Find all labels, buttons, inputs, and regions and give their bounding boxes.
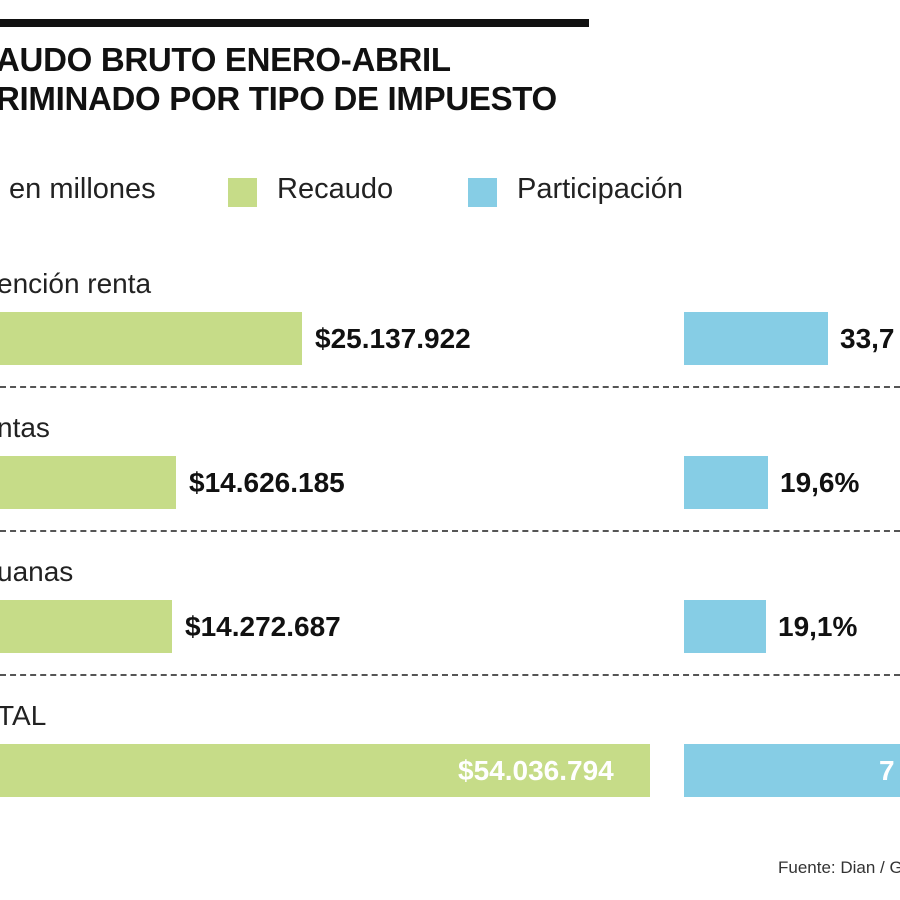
legend-label-recaudo: Recaudo xyxy=(277,173,394,205)
legend-label-participacion: Participación xyxy=(517,173,684,205)
category-label-0: ención renta xyxy=(0,268,152,299)
bar-recaudo-3 xyxy=(0,744,650,797)
legend-swatch-recaudo xyxy=(228,178,257,207)
source-note: Fuente: Dian / G xyxy=(778,858,900,877)
row-divider-2 xyxy=(0,674,900,676)
legend-unit: en millones xyxy=(9,173,156,205)
bar-participacion-2 xyxy=(684,600,766,653)
chart-title-line-1: AUDO BRUTO ENERO-ABRIL xyxy=(0,41,451,78)
bar-recaudo-0 xyxy=(0,312,302,365)
row-divider-0 xyxy=(0,386,900,388)
chart-title-line-2: RIMINADO POR TIPO DE IMPUESTO xyxy=(0,80,557,117)
bar-participacion-1 xyxy=(684,456,768,509)
value-label-recaudo-0: $25.137.922 xyxy=(315,323,471,354)
legend-swatch-participacion xyxy=(468,178,497,207)
value-label-participacion-2: 19,1% xyxy=(778,611,858,642)
bar-recaudo-2 xyxy=(0,600,172,653)
value-label-recaudo-3: $54.036.794 xyxy=(458,755,614,786)
bar-participacion-3 xyxy=(684,744,900,797)
category-label-1: ntas xyxy=(0,412,50,443)
bar-participacion-0 xyxy=(684,312,828,365)
category-label-2: uanas xyxy=(0,556,74,587)
value-label-participacion-0: 33,7 xyxy=(840,323,895,354)
title-rule xyxy=(0,19,589,27)
category-label-3: TAL xyxy=(0,700,47,731)
value-label-recaudo-2: $14.272.687 xyxy=(185,611,341,642)
row-divider-1 xyxy=(0,530,900,532)
value-label-participacion-3: 7 xyxy=(879,755,895,786)
value-label-recaudo-1: $14.626.185 xyxy=(189,467,345,498)
value-label-participacion-1: 19,6% xyxy=(780,467,860,498)
bar-recaudo-1 xyxy=(0,456,176,509)
